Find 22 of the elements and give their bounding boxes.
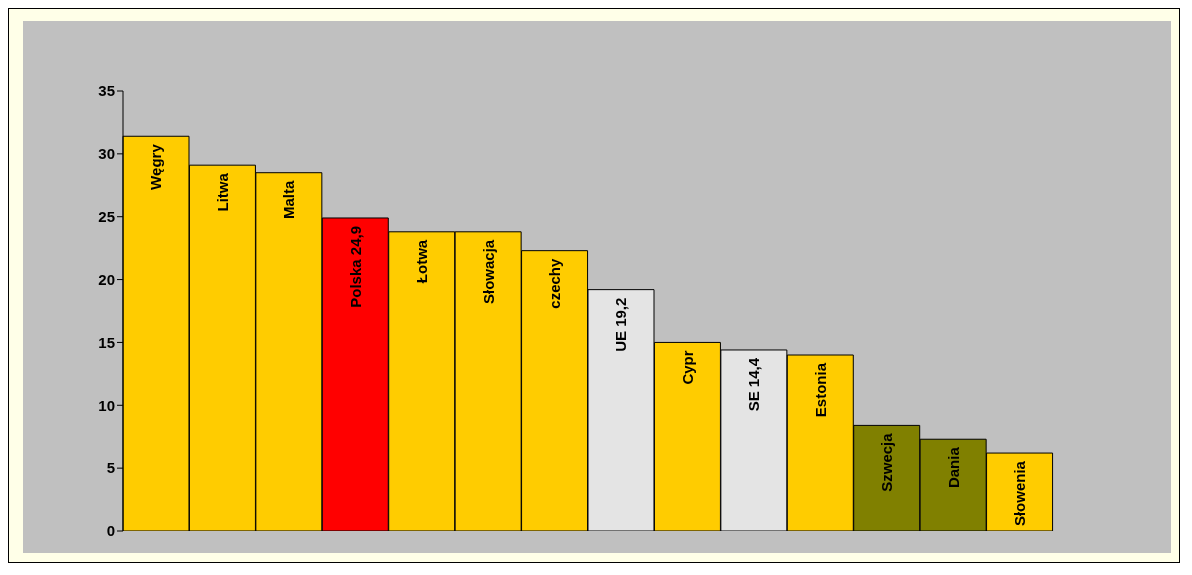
y-tick-label: 25 (98, 208, 115, 226)
x-tick-label: UE 19,2 (612, 297, 630, 352)
y-tick-label: 30 (98, 145, 115, 163)
x-tick-label: Litwa (213, 172, 231, 212)
x-tick-label: Słowenia (1011, 460, 1029, 527)
y-tick-label: 35 (98, 82, 115, 100)
x-tick-label: Estonia (811, 362, 829, 418)
y-tick-label: 20 (98, 270, 115, 288)
x-tick-label: Węgry (147, 143, 165, 191)
x-tick-label: Malta (280, 180, 298, 220)
y-tick-label: 15 (98, 333, 115, 351)
x-tick-label: Cypr (678, 350, 696, 385)
x-tick-label: Słowacja (479, 239, 497, 304)
x-tick-label: Szwecja (878, 432, 896, 492)
y-tick-label: 5 (106, 459, 115, 477)
x-tick-label: Dania (944, 446, 962, 489)
y-tick-label: 10 (98, 396, 115, 414)
y-tick-label: 0 (106, 522, 115, 540)
x-tick-label: Polska 24,9 (346, 225, 364, 308)
x-tick-label: SE 14,4 (745, 357, 763, 412)
x-tick-label: czechy (546, 258, 564, 309)
x-tick-label: Łotwa (413, 239, 431, 284)
